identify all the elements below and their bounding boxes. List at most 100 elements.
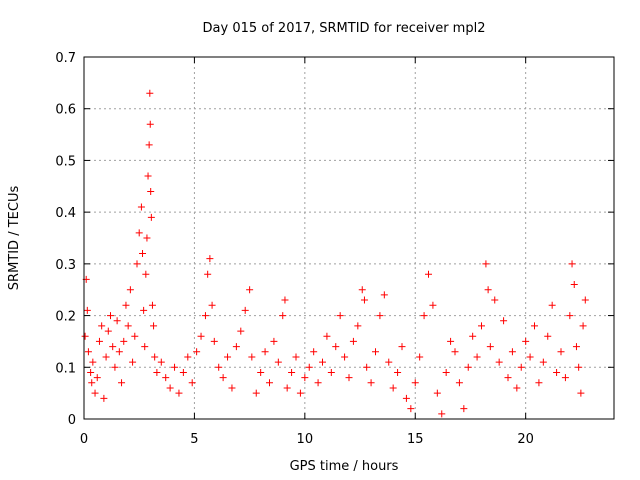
data-point [407,405,415,413]
data-point [143,234,151,242]
data-point [266,379,273,387]
data-point [531,322,538,330]
data-point [438,410,446,418]
data-point [153,368,161,376]
data-point [139,250,147,258]
data-point [171,363,179,371]
data-point [398,343,406,351]
data-point [87,368,95,376]
data-point [283,384,291,392]
data-point [442,368,450,376]
data-point [305,363,313,371]
data-point [98,322,106,330]
data-point [411,379,419,387]
data-point [142,270,150,278]
data-point [572,343,580,351]
data-point [124,322,132,330]
data-point [81,332,89,340]
data-point [147,213,155,221]
data-point [145,141,153,149]
data-point [385,358,393,366]
data-point [508,348,516,356]
data-point [241,306,249,314]
data-point [91,389,99,397]
data-point [157,358,165,366]
data-point [464,363,472,371]
data-point [175,389,183,397]
data-point [206,255,214,263]
data-point [83,306,91,314]
data-point [261,348,269,356]
data-point [561,374,569,382]
data-point [581,296,589,304]
data-point [93,374,101,382]
data-point [111,363,119,371]
data-point [327,368,335,376]
data-point [332,343,340,351]
data-point [131,332,139,340]
data-point [107,312,114,320]
x-tick-label: 0 [80,432,88,447]
x-tick-label: 20 [517,432,534,447]
data-point [566,312,574,320]
data-point [224,353,232,361]
data-point [420,312,428,320]
data-point [109,343,117,351]
data-point [358,286,366,294]
data-point [232,343,240,351]
data-point [129,358,137,366]
data-point [486,343,494,351]
data-point [323,332,331,340]
data-point [376,312,384,320]
data-point [188,379,196,387]
data-point [184,353,192,361]
data-point [281,296,289,304]
data-point [270,337,278,345]
y-tick-label: 0.5 [55,154,76,169]
y-tick-label: 0.3 [55,258,76,273]
data-point [425,270,432,278]
data-point [314,379,322,387]
data-point [447,337,455,345]
y-tick-label: 0.1 [55,361,76,376]
data-point [210,337,218,345]
x-axis-label: GPS time / hours [290,459,399,474]
data-point [296,389,304,397]
data-point [147,187,155,195]
data-points [81,89,589,418]
data-point [548,301,556,309]
y-tick-label: 0.4 [55,206,76,221]
axis-ticks [83,56,614,420]
data-point [544,332,552,340]
data-point [495,358,503,366]
data-point [568,260,576,268]
data-point [102,353,110,361]
data-point [455,379,463,387]
data-point [215,363,223,371]
data-point [570,281,578,289]
data-point [120,337,128,345]
data-point [341,353,349,361]
data-point [135,229,143,237]
data-point [246,286,254,294]
data-point [146,120,154,128]
data-point [354,322,362,330]
data-point [208,301,216,309]
data-point [433,389,441,397]
data-point [336,312,344,320]
y-axis-label: SRMTID / TECUs [7,186,22,291]
data-point [319,358,326,366]
data-point [473,353,481,361]
data-point [575,363,583,371]
data-point [179,368,187,376]
data-point [104,327,112,335]
data-point [137,203,145,211]
data-point [557,348,565,356]
data-point [535,379,543,387]
data-point [539,358,547,366]
data-point [88,379,96,387]
data-point [193,348,201,356]
data-point [133,260,141,268]
y-tick-label: 0.7 [55,51,76,66]
x-tick-label: 15 [407,432,424,447]
